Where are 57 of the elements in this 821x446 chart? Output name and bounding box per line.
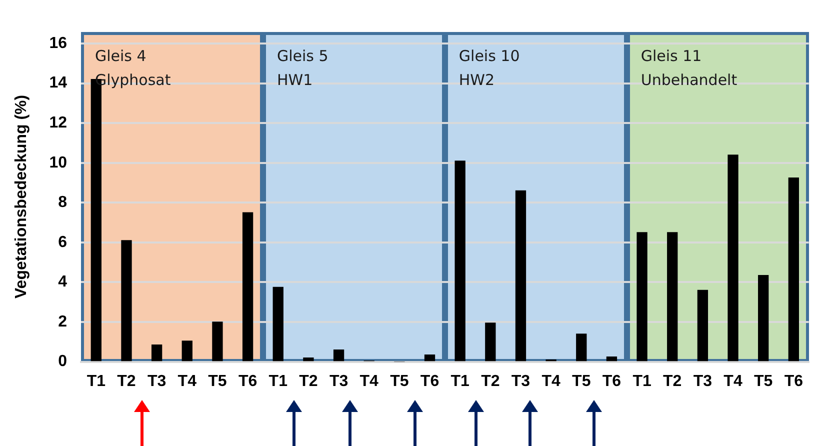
bar xyxy=(788,177,799,362)
x-tick-label: T2 xyxy=(481,372,500,390)
annotation: Gleis 5 HW1 xyxy=(276,46,328,91)
x-tick-label: T5 xyxy=(754,372,773,390)
x-tick-label: T1 xyxy=(268,372,288,390)
bar xyxy=(667,232,678,362)
bar xyxy=(576,334,587,362)
bar xyxy=(636,232,648,362)
x-tick-label: T3 xyxy=(511,372,530,390)
y-tick-label: 2 xyxy=(58,313,68,330)
bar xyxy=(151,344,162,362)
x-tick-label: T3 xyxy=(147,372,166,390)
bar xyxy=(728,154,738,362)
x-tick-label: T3 xyxy=(693,372,712,390)
x-tick-label: T1 xyxy=(450,372,470,390)
x-tick-label: T5 xyxy=(572,372,591,390)
y-tick-label: 14 xyxy=(49,74,68,92)
annotation: Gleis 11 Unbehandelt xyxy=(640,46,738,91)
bar xyxy=(303,357,314,362)
y-tick-label: 8 xyxy=(58,194,68,212)
bar xyxy=(697,290,708,362)
y-axis-title: Vegetationsbedeckung (%) xyxy=(13,94,30,298)
x-tick-label: T5 xyxy=(208,372,227,390)
x-tick-label: T6 xyxy=(238,372,258,390)
x-tick-label: T6 xyxy=(420,372,440,390)
x-tick-label: T2 xyxy=(117,372,136,390)
x-tick-label: T4 xyxy=(178,372,197,390)
bar xyxy=(758,274,769,362)
bar xyxy=(272,286,284,362)
y-tick-label: 6 xyxy=(58,234,68,251)
x-tick-label: T2 xyxy=(299,372,318,390)
x-tick-label: T4 xyxy=(542,372,560,390)
bar xyxy=(212,322,223,362)
y-tick-label: 16 xyxy=(49,34,68,52)
y-tick-label: 10 xyxy=(49,154,68,172)
x-tick-label: T6 xyxy=(784,372,804,390)
x-tick-label: T3 xyxy=(329,372,348,390)
bar xyxy=(485,322,496,362)
x-tick-label: T2 xyxy=(663,372,682,390)
bar xyxy=(515,190,526,362)
bar xyxy=(121,240,132,362)
x-tick-label: T4 xyxy=(724,372,742,390)
bar xyxy=(242,212,254,362)
bar xyxy=(333,350,344,362)
y-tick-label: 0 xyxy=(58,353,68,370)
bar xyxy=(606,356,618,362)
bar xyxy=(424,354,436,362)
x-tick-label: T1 xyxy=(86,372,106,390)
x-tick-label: T5 xyxy=(390,372,409,390)
x-tick-label: T1 xyxy=(632,372,652,390)
annotation: Gleis 10 HW2 xyxy=(458,46,520,91)
bar xyxy=(182,340,192,362)
y-tick-label: 4 xyxy=(58,274,68,291)
x-tick-label: T4 xyxy=(360,372,379,390)
x-tick-label: T6 xyxy=(602,372,622,390)
y-tick-label: 12 xyxy=(49,114,68,132)
bar xyxy=(454,160,466,362)
